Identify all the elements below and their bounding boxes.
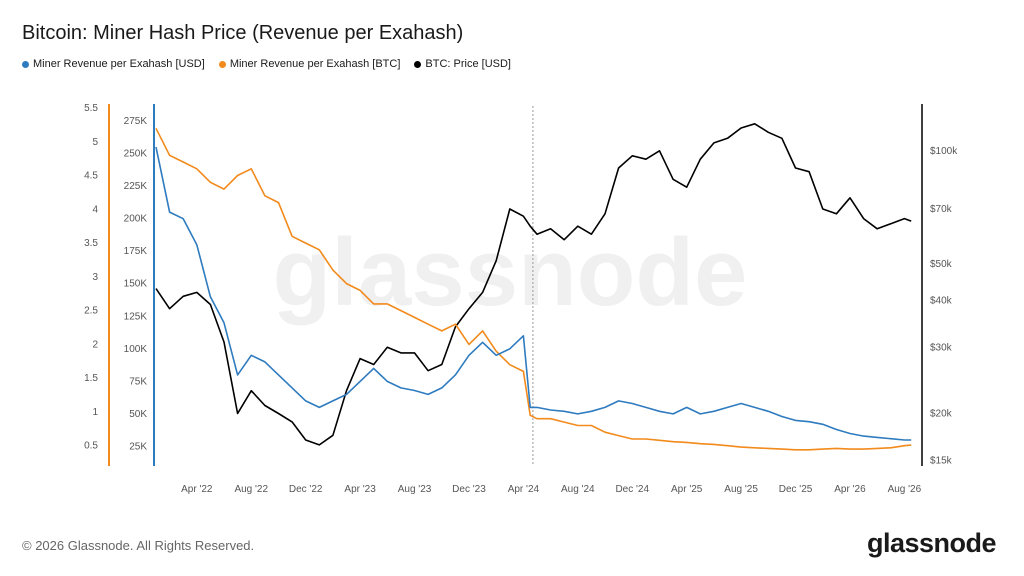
series-line-price [155, 123, 912, 446]
legend-label-price: BTC: Price [USD] [425, 58, 511, 70]
watermark-text: glassnode [273, 219, 748, 326]
tick-label-x: Apr '22 [181, 484, 213, 495]
tick-label-usd: 150K [124, 279, 148, 290]
tick-label-x: Dec '25 [779, 484, 813, 495]
tick-label-btc: 2 [92, 339, 98, 350]
tick-label-usd: 250K [124, 149, 148, 160]
tick-label-btc: 1.5 [84, 373, 98, 384]
tick-label-btc: 5 [92, 137, 98, 148]
tick-label-price: $70k [930, 204, 953, 215]
tick-label-btc: 0.5 [84, 441, 98, 452]
tick-label-price: $30k [930, 342, 953, 353]
tick-label-price: $40k [930, 295, 953, 306]
legend-dot-usd [22, 60, 29, 68]
tick-label-btc: 4.5 [84, 171, 98, 182]
legend-label-btc: Miner Revenue per Exahash [BTC] [229, 58, 401, 70]
brand-logo: glassnode [866, 528, 997, 558]
tick-label-usd: 200K [124, 214, 148, 225]
legend-item-btc[interactable]: Miner Revenue per Exahash [BTC] [218, 58, 401, 70]
legend-dot-btc [218, 60, 226, 68]
tick-label-usd: 25K [129, 441, 147, 452]
tick-label-btc: 3 [92, 272, 98, 283]
tick-label-price: $100k [930, 146, 958, 157]
tick-label-usd: 75K [129, 376, 147, 387]
tick-label-x: Apr '23 [344, 484, 376, 495]
tick-label-btc: 4 [92, 204, 98, 215]
tick-label-btc: 2.5 [84, 306, 98, 317]
tick-label-price: $50k [930, 259, 953, 270]
copyright-footer: © 2026 Glassnode. All Rights Reserved. [22, 538, 255, 553]
tick-label-x: Aug '24 [561, 484, 595, 495]
tick-label-btc: 5.5 [84, 103, 98, 114]
tick-label-x: Dec '24 [615, 484, 649, 495]
legend-item-price[interactable]: BTC: Price [USD] [414, 58, 511, 70]
legend-label-usd: Miner Revenue per Exahash [USD] [33, 58, 205, 70]
series-line-usd [155, 146, 912, 441]
series-line-btc [155, 127, 912, 451]
tick-label-x: Aug '26 [888, 484, 922, 495]
legend-item-usd[interactable]: Miner Revenue per Exahash [USD] [22, 58, 205, 70]
legend-dot-price [414, 60, 422, 68]
tick-label-x: Apr '24 [508, 484, 540, 495]
tick-label-x: Aug '23 [398, 484, 432, 495]
tick-label-x: Apr '25 [671, 484, 703, 495]
tick-label-usd: 225K [124, 181, 148, 192]
tick-label-x: Aug '25 [724, 484, 758, 495]
tick-label-btc: 3.5 [84, 238, 98, 249]
tick-label-x: Dec '22 [289, 484, 323, 495]
tick-label-usd: 50K [129, 409, 147, 420]
tick-label-usd: 175K [124, 246, 148, 257]
tick-label-usd: 275K [124, 116, 148, 127]
legend: Miner Revenue per Exahash [USD] Miner Re… [22, 58, 511, 70]
tick-label-btc: 1 [92, 407, 98, 418]
tick-label-x: Aug '22 [234, 484, 268, 495]
tick-label-price: $20k [930, 409, 953, 420]
tick-label-x: Dec '23 [452, 484, 486, 495]
tick-label-usd: 100K [124, 344, 148, 355]
chart-title: Bitcoin: Miner Hash Price (Revenue per E… [22, 22, 464, 44]
tick-label-price: $15k [930, 455, 953, 466]
tick-label-x: Apr '26 [834, 484, 866, 495]
tick-label-usd: 125K [124, 311, 148, 322]
